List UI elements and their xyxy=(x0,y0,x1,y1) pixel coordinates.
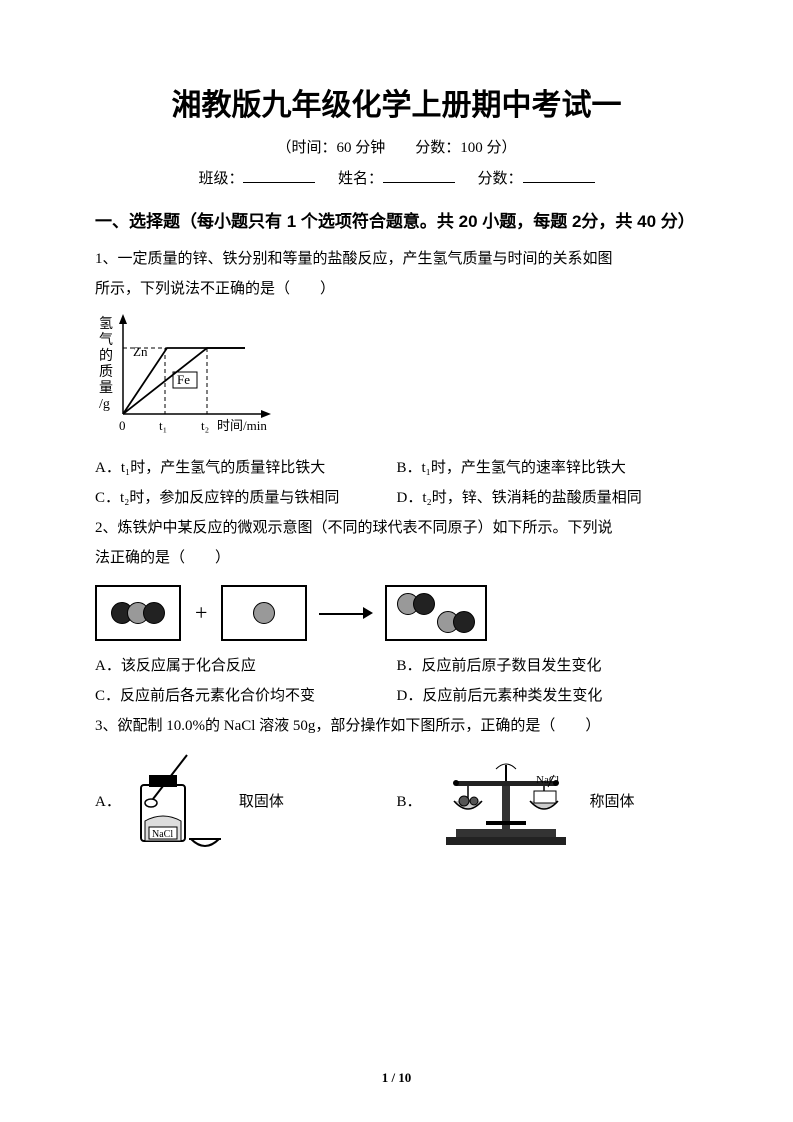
page-number: 1 / 10 xyxy=(0,1070,793,1086)
balance-scale-icon: NaCl xyxy=(436,751,576,851)
q3-label-a: A． xyxy=(95,790,121,811)
q2-opt-b[interactable]: B．反应前后原子数目发生变化 xyxy=(397,651,699,681)
svg-text:气: 气 xyxy=(99,332,113,348)
name-blank[interactable] xyxy=(383,168,455,183)
class-blank[interactable] xyxy=(243,168,315,183)
atom-grey xyxy=(253,602,275,624)
q1-graph: 氢 气 的 质 量 /g Zn Fe 0 t₁ t₂ xyxy=(95,312,698,447)
svg-text:氢: 氢 xyxy=(99,316,113,332)
svg-text:t₂: t₂ xyxy=(201,418,209,433)
q2-diagram: + xyxy=(95,585,698,641)
q2-stem-line2: 法正确的是（ ） xyxy=(95,543,698,573)
svg-text:量: 量 xyxy=(99,380,113,396)
q1-graph-svg: 氢 气 的 质 量 /g Zn Fe 0 t₁ t₂ xyxy=(95,312,280,442)
q1-opt-a[interactable]: A．t₁时，产生氢气的质量锌比铁大 xyxy=(95,453,397,483)
q1-stem-line2: 所示，下列说法不正确的是（ ） xyxy=(95,274,698,304)
class-label: 班级： xyxy=(198,171,243,187)
exam-page: 湘教版九年级化学上册期中考试一 （时间：60 分钟 分数：100 分） 班级： … xyxy=(0,0,793,1122)
section-1-heading: 一、选择题（每小题只有 1 个选项符合题意。共 20 小题，每题 2分，共 40… xyxy=(95,204,698,240)
atom-dark xyxy=(413,593,435,615)
q3-opt-a[interactable]: A． NaCl 取固体 xyxy=(95,751,397,851)
q1-opt-b[interactable]: B．t₁时，产生氢气的速率锌比铁大 xyxy=(397,453,699,483)
subtitle: （时间：60 分钟 分数：100 分） xyxy=(95,136,698,157)
atom-dark xyxy=(143,602,165,624)
svg-text:NaCl: NaCl xyxy=(152,829,173,840)
q1-options: A．t₁时，产生氢气的质量锌比铁大 B．t₁时，产生氢气的速率锌比铁大 C．t₂… xyxy=(95,453,698,513)
svg-text:Zn: Zn xyxy=(133,344,148,359)
atom-dark xyxy=(453,611,475,633)
name-label: 姓名： xyxy=(338,171,383,187)
page-title: 湘教版九年级化学上册期中考试一 xyxy=(95,80,698,124)
svg-text:时间/min: 时间/min xyxy=(217,418,267,433)
q2-opt-d[interactable]: D．反应前后元素种类发生变化 xyxy=(397,681,699,711)
product-box xyxy=(385,585,487,641)
svg-text:t₁: t₁ xyxy=(159,418,167,433)
q1-opt-c[interactable]: C．t₂时，参加反应锌的质量与铁相同 xyxy=(95,483,397,513)
svg-text:/g: /g xyxy=(99,397,110,412)
q3-opt-b[interactable]: B． NaCl xyxy=(397,751,699,851)
arrow-icon xyxy=(319,602,373,624)
score-label: 分数： xyxy=(478,171,523,187)
q2-opt-c[interactable]: C．反应前后各元素化合价均不变 xyxy=(95,681,397,711)
reactant-1-box xyxy=(95,585,181,641)
bottle-spoon-icon: NaCl xyxy=(135,751,225,851)
student-info-line: 班级： 姓名： 分数： xyxy=(95,167,698,188)
q3-label-b: B． xyxy=(397,790,422,811)
q3-desc-b: 称固体 xyxy=(590,790,635,811)
svg-text:Fe: Fe xyxy=(177,372,190,387)
q3-options-row: A． NaCl 取固体 B． xyxy=(95,751,698,851)
q2-stem-line1: 2、炼铁炉中某反应的微观示意图（不同的球代表不同原子）如下所示。下列说 xyxy=(95,513,698,543)
q3-desc-a: 取固体 xyxy=(239,790,284,811)
plus-icon: + xyxy=(195,600,207,626)
score-blank[interactable] xyxy=(523,168,595,183)
q3-stem: 3、欲配制 10.0%的 NaCl 溶液 50g，部分操作如下图所示，正确的是（… xyxy=(95,711,698,741)
q2-options: A．该反应属于化合反应 B．反应前后原子数目发生变化 C．反应前后各元素化合价均… xyxy=(95,651,698,711)
q2-opt-a[interactable]: A．该反应属于化合反应 xyxy=(95,651,397,681)
reactant-2-box xyxy=(221,585,307,641)
svg-text:质: 质 xyxy=(99,364,113,380)
q1-opt-d[interactable]: D．t₂时，锌、铁消耗的盐酸质量相同 xyxy=(397,483,699,513)
svg-text:的: 的 xyxy=(99,348,113,364)
q1-stem-line1: 1、一定质量的锌、铁分别和等量的盐酸反应，产生氢气质量与时间的关系如图 xyxy=(95,244,698,274)
svg-text:0: 0 xyxy=(119,418,126,433)
